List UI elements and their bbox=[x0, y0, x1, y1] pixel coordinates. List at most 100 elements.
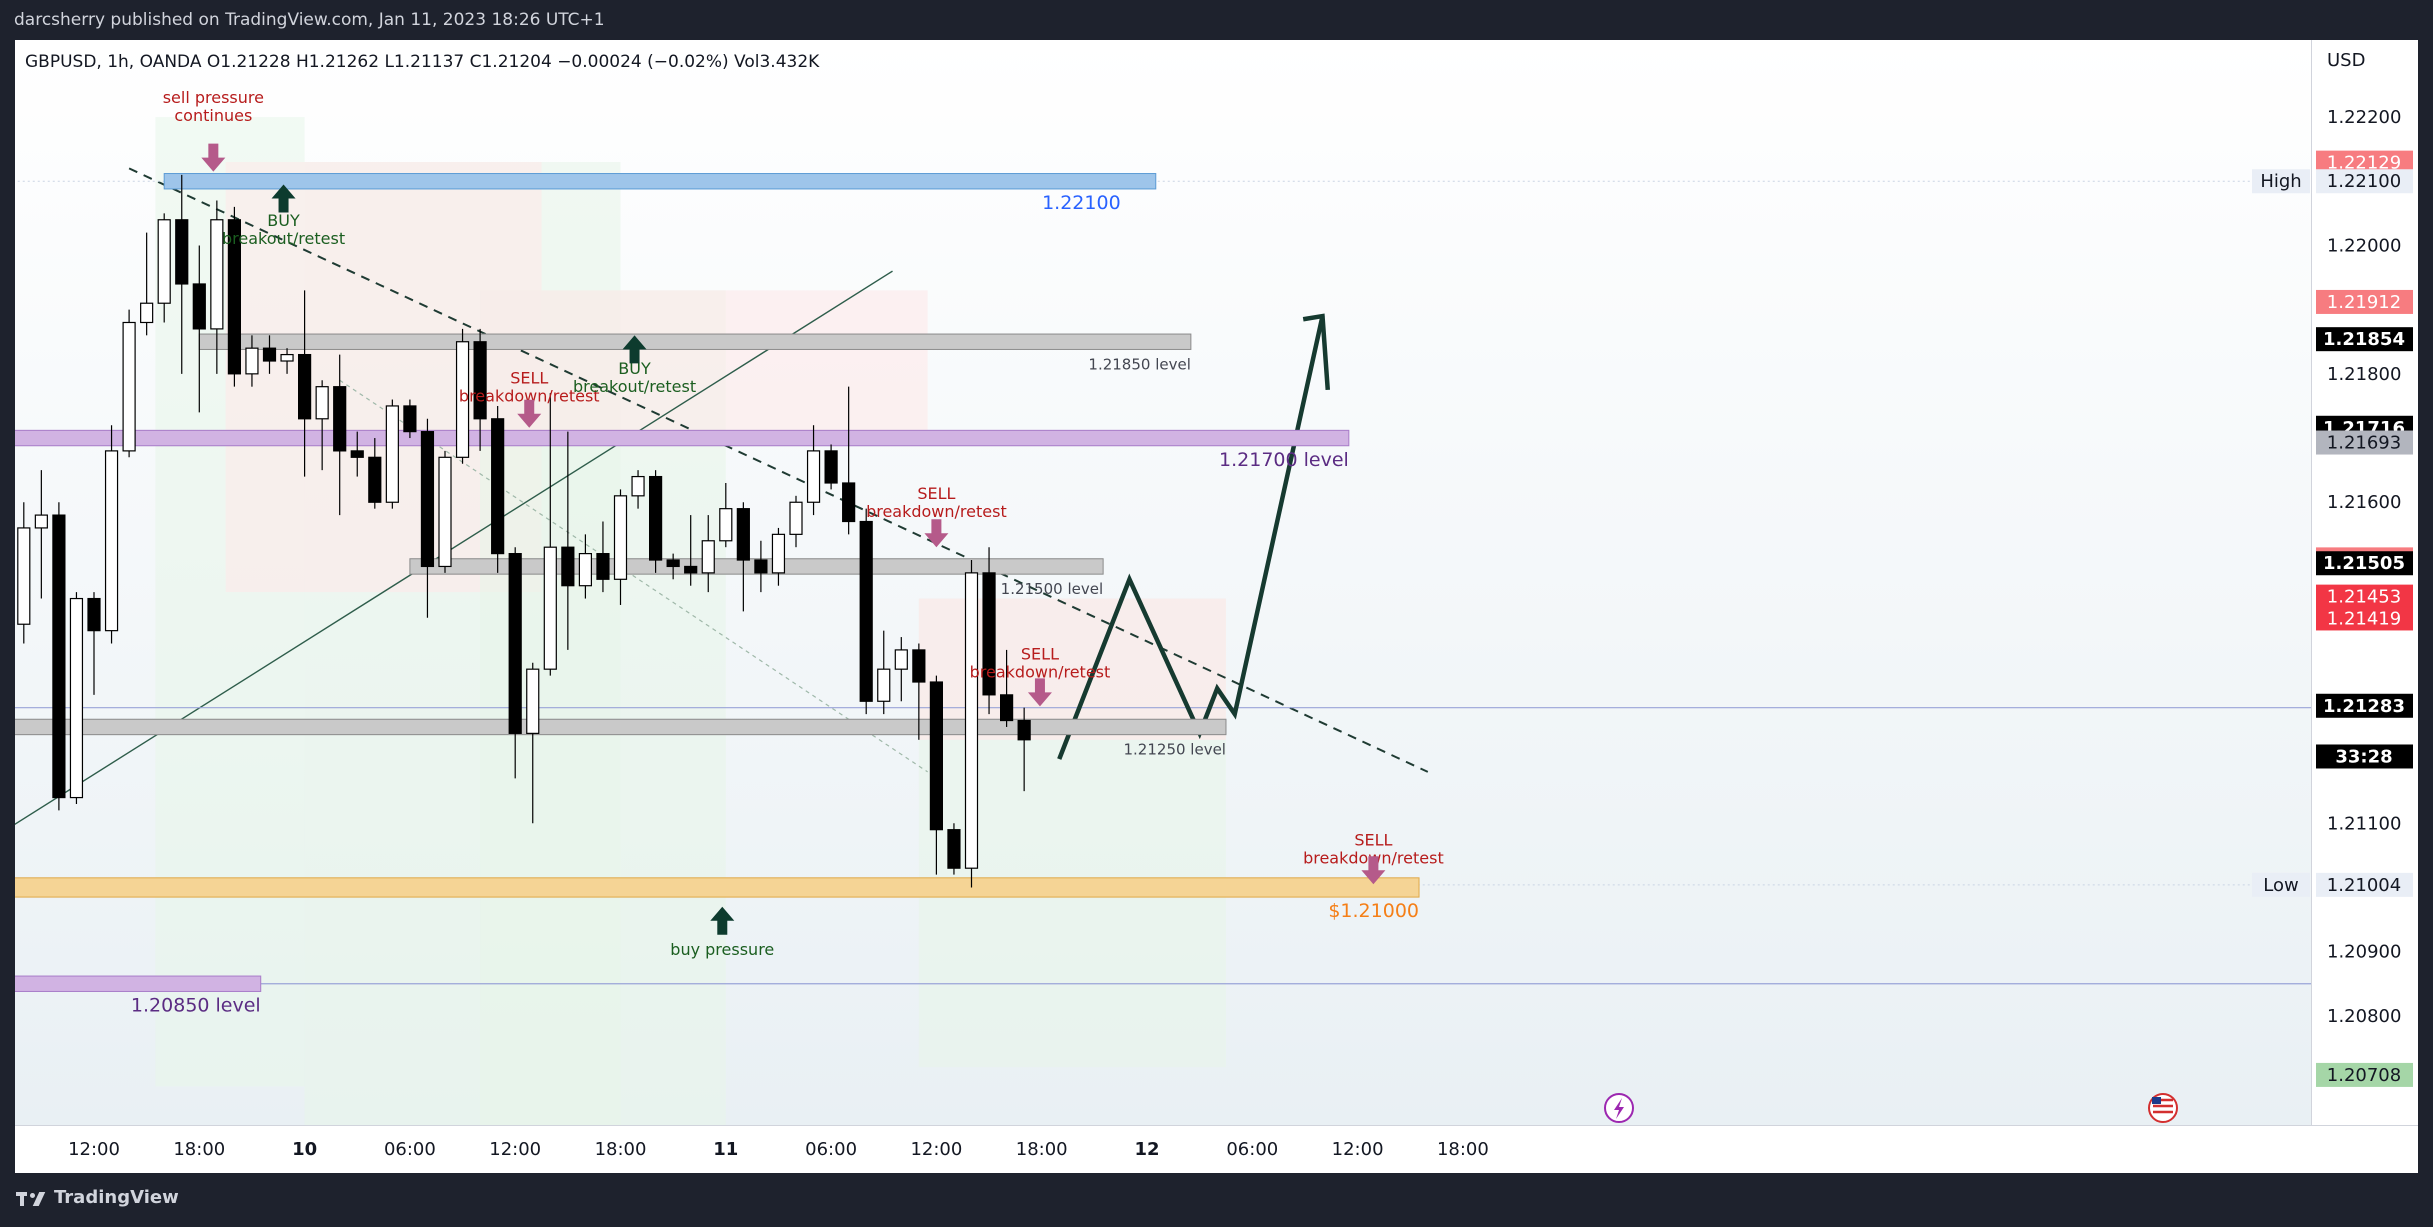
candle bbox=[1017, 707, 1031, 792]
price-axis[interactable]: 1.22200 1.22000 1.21800 1.21600 1.21100 1.209… bbox=[2327, 107, 2401, 1027]
candle bbox=[806, 425, 821, 516]
price-tag-label: 1.21854 bbox=[2323, 329, 2405, 350]
candle-body bbox=[824, 450, 838, 484]
x-tick-label: 06:00 bbox=[384, 1139, 436, 1160]
candle bbox=[561, 431, 575, 650]
candle-body bbox=[701, 540, 715, 574]
brand-text: TradingView bbox=[54, 1187, 179, 1208]
y-tick-label: 1.20800 bbox=[2327, 1006, 2401, 1027]
candle bbox=[491, 405, 505, 573]
x-tick-label: 12:00 bbox=[910, 1139, 962, 1160]
candle-body bbox=[561, 546, 575, 587]
price-tag bbox=[2316, 606, 2413, 631]
candle-body bbox=[69, 597, 84, 799]
candle bbox=[824, 444, 838, 490]
price-tag bbox=[2316, 744, 2413, 769]
candle bbox=[684, 515, 698, 586]
candle bbox=[262, 335, 277, 374]
candle bbox=[350, 431, 364, 477]
dotted-channel-line bbox=[339, 379, 928, 773]
candle bbox=[298, 290, 312, 477]
candle-body bbox=[227, 219, 241, 375]
candle bbox=[455, 328, 470, 464]
price-axis-border bbox=[2311, 40, 2312, 1125]
candle bbox=[104, 425, 119, 644]
candle-body bbox=[17, 527, 31, 625]
candle-body bbox=[684, 565, 698, 574]
candle-body bbox=[842, 482, 856, 523]
level-zone bbox=[198, 333, 1192, 350]
time-axis[interactable]: 12:00 18:00 10 06:00 12:00 18:00 11 06:00 12:00 1… bbox=[68, 1139, 1489, 1160]
candle bbox=[543, 393, 557, 676]
candle-body bbox=[455, 341, 470, 458]
candle bbox=[175, 174, 189, 374]
candle bbox=[157, 213, 171, 323]
candle-body bbox=[912, 649, 926, 683]
arrow-up-icon bbox=[710, 906, 735, 935]
event-icons[interactable] bbox=[1604, 1093, 2178, 1123]
candle bbox=[789, 495, 803, 548]
y-tick-label: 1.21100 bbox=[2327, 813, 2401, 834]
tradingview-brand[interactable]: TradingView bbox=[16, 1187, 179, 1208]
candle-body bbox=[806, 450, 821, 503]
candle-body bbox=[666, 559, 680, 568]
candle bbox=[754, 540, 768, 593]
candle bbox=[34, 470, 48, 599]
x-tick-label: 12:00 bbox=[68, 1139, 120, 1160]
price-tag bbox=[2316, 872, 2413, 897]
annotation-text: sell pressure continues bbox=[163, 88, 264, 125]
annotation: BUY breakout/retest bbox=[573, 335, 696, 396]
candle-body bbox=[104, 450, 119, 632]
y-tick-label: 1.21600 bbox=[2327, 492, 2401, 513]
annotation: sell pressure continues bbox=[163, 88, 264, 172]
candle-body bbox=[210, 219, 224, 330]
candle bbox=[929, 675, 944, 875]
side-tag-label: Low bbox=[2263, 875, 2298, 896]
price-tag-label: 33:28 bbox=[2335, 746, 2392, 767]
flag-canton bbox=[2152, 1097, 2161, 1104]
level-zone bbox=[15, 975, 262, 992]
candle-body bbox=[929, 681, 944, 831]
level-label: 1.21250 level bbox=[1124, 741, 1226, 759]
side-tag bbox=[2252, 872, 2310, 897]
price-tag bbox=[2316, 169, 2413, 194]
chart-frame[interactable]: 1.22100 1.21850 level 1.21700 level 1.21500… bbox=[15, 40, 2418, 1173]
candle-body bbox=[789, 501, 803, 535]
candle bbox=[771, 527, 786, 586]
price-tag-label: 1.21283 bbox=[2323, 696, 2405, 717]
arrow-down-icon bbox=[1027, 678, 1052, 707]
candle-body bbox=[34, 514, 48, 529]
candle-body bbox=[964, 572, 979, 869]
price-tag bbox=[2316, 327, 2413, 352]
candle-body bbox=[719, 508, 733, 542]
red-range-box bbox=[480, 290, 928, 432]
candle-body bbox=[262, 347, 277, 362]
x-tick-label: 10 bbox=[292, 1139, 317, 1160]
x-tick-label: 11 bbox=[713, 1139, 738, 1160]
x-tick-label: 12 bbox=[1134, 1139, 1159, 1160]
side-tag bbox=[2252, 169, 2310, 194]
x-tick-label: 06:00 bbox=[1226, 1139, 1278, 1160]
x-tick-label: 12:00 bbox=[489, 1139, 541, 1160]
price-tag bbox=[2316, 584, 2413, 609]
candle bbox=[227, 206, 241, 387]
footer-bar: TradingView bbox=[0, 1173, 2433, 1227]
arrow-down-icon bbox=[924, 519, 949, 548]
candle bbox=[17, 502, 31, 644]
annotation-text: buy pressure bbox=[670, 940, 774, 959]
annotation: BUY breakout/retest bbox=[222, 184, 345, 248]
annotation-text: BUY breakout/retest bbox=[573, 359, 696, 396]
candle-body bbox=[420, 431, 435, 568]
candle-body bbox=[87, 597, 101, 632]
y-tick-label: 1.21800 bbox=[2327, 364, 2401, 385]
x-tick-label: 12:00 bbox=[1332, 1139, 1384, 1160]
candle bbox=[578, 534, 593, 599]
candle bbox=[842, 386, 856, 535]
candle bbox=[508, 547, 522, 779]
candle bbox=[280, 348, 294, 374]
chart-svg[interactable]: 1.22100 1.21850 level 1.21700 level 1.21500… bbox=[15, 40, 2418, 1173]
level-label: 1.21500 level bbox=[1001, 580, 1103, 598]
arrow-down-icon bbox=[201, 143, 226, 172]
candle-body bbox=[631, 475, 645, 497]
